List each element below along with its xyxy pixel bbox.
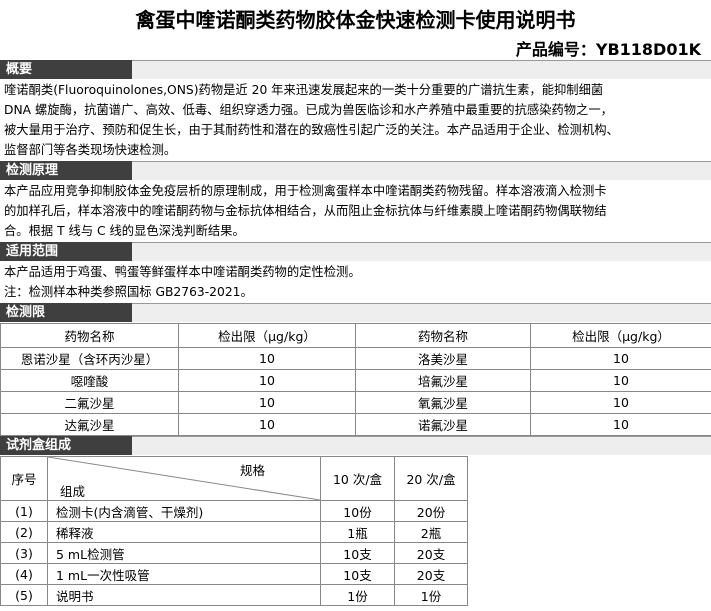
table-cell: 1瓶 <box>320 521 395 543</box>
paragraph-line: 的加样孔后，样本溶液中的喹诺酮药物与金标抗体相结合，从而阻止金标抗体与纤维素膜上… <box>4 204 607 218</box>
table-cell: 诺氟沙星 <box>355 413 531 436</box>
section-band <box>0 60 711 79</box>
table-header-cell <box>47 456 321 501</box>
paragraph-line: 本产品适用于鸡蛋、鸭蛋等鲜蛋样本中喹诺酮类药物的定性检测。 <box>4 265 361 279</box>
paragraph-line: 本产品应用竞争抑制胶体金免疫层析的原理制成，用于检测禽蛋样本中喹诺酮类药物残留。… <box>4 184 607 198</box>
table-cell: 10 <box>530 369 711 392</box>
table-cell: 10 <box>178 347 356 370</box>
table-cell: 1份 <box>320 584 395 606</box>
doc-title: 禽蛋中喹诺酮类药物胶体金快速检测卡使用说明书 <box>135 8 576 32</box>
table-cell: (1) <box>0 500 48 522</box>
table-cell: 10 <box>530 413 711 436</box>
table-cell: 10 <box>530 391 711 414</box>
table-cell: 20份 <box>394 500 468 522</box>
section-band <box>0 161 711 180</box>
product-code: 产品编号：YB118D01K <box>515 40 701 59</box>
table-header-cell: 药物名称 <box>0 323 179 348</box>
diagonal <box>48 457 320 500</box>
table-cell: 二氟沙星 <box>0 391 179 414</box>
section-title: 适用范围 <box>0 242 132 261</box>
table-cell: 1份 <box>394 584 468 606</box>
table-header-cell: 检出限（μg/kg） <box>178 323 356 348</box>
table-header-cell: 检出限（μg/kg） <box>530 323 711 348</box>
paragraph-line: 合。根据 T 线与 C 线的显色深浅判断结果。 <box>4 224 245 238</box>
table-header-cell: 药物名称 <box>355 323 531 348</box>
section-title: 检测限 <box>0 303 132 322</box>
table-cell: (5) <box>0 584 48 606</box>
table-cell: 1 mL一次性吸管 <box>47 563 321 585</box>
table-header-cell: 序号 <box>0 456 48 501</box>
paragraph-line: DNA 螺旋酶，抗菌谱广、高效、低毒、组织穿透力强。已成为兽医临诊和水产养殖中最… <box>4 103 613 117</box>
table-cell: (4) <box>0 563 48 585</box>
table-cell: 10份 <box>320 500 395 522</box>
table-cell: 10 <box>178 369 356 392</box>
paragraph-line: 被大量用于治疗、预防和促生长，由于其耐药性和潜在的致癌性引起广泛的关注。本产品适… <box>4 123 619 137</box>
table-header-cell: 20 次/盒 <box>394 456 468 501</box>
paragraph-line: 注：检测样本种类参照国标 GB2763-2021。 <box>4 285 253 299</box>
table-cell: 10支 <box>320 563 395 585</box>
component-label: 组成 <box>60 484 86 499</box>
table-cell: 培氟沙星 <box>355 369 531 392</box>
table-cell: 说明书 <box>47 584 321 606</box>
table-cell: 噁喹酸 <box>0 369 179 392</box>
section-title: 试剂盒组成 <box>0 436 132 455</box>
paragraph-line: 监督部门等各类现场快速检测。 <box>4 143 177 157</box>
paragraph-line: 喹诺酮类(Fluoroquinolones,ONS)药物是近 20 年来迅速发展… <box>4 83 604 97</box>
table-cell: 氧氟沙星 <box>355 391 531 414</box>
table-cell: 达氟沙星 <box>0 413 179 436</box>
section-band <box>0 242 711 261</box>
section-title: 概要 <box>0 60 132 79</box>
section-band <box>0 303 711 322</box>
table-cell: 20支 <box>394 563 468 585</box>
table-cell: (2) <box>0 521 48 543</box>
table-cell: 检测卡(内含滴管、干燥剂) <box>47 500 321 522</box>
section-band <box>0 436 711 455</box>
table-cell: 10支 <box>320 542 395 564</box>
table-cell: 10 <box>178 391 356 414</box>
table-cell: 10 <box>178 413 356 436</box>
table-cell: 稀释液 <box>47 521 321 543</box>
table-cell: 恩诺沙星（含环丙沙星） <box>0 347 179 370</box>
table-cell: 洛美沙星 <box>355 347 531 370</box>
table-cell: 10 <box>530 347 711 370</box>
table-header-cell: 10 次/盒 <box>320 456 395 501</box>
table-cell: 2瓶 <box>394 521 468 543</box>
spec-label: 规格 <box>240 463 266 478</box>
table-cell: 5 mL检测管 <box>47 542 321 564</box>
section-title: 检测原理 <box>0 161 132 180</box>
table-cell: (3) <box>0 542 48 564</box>
table-cell: 20支 <box>394 542 468 564</box>
